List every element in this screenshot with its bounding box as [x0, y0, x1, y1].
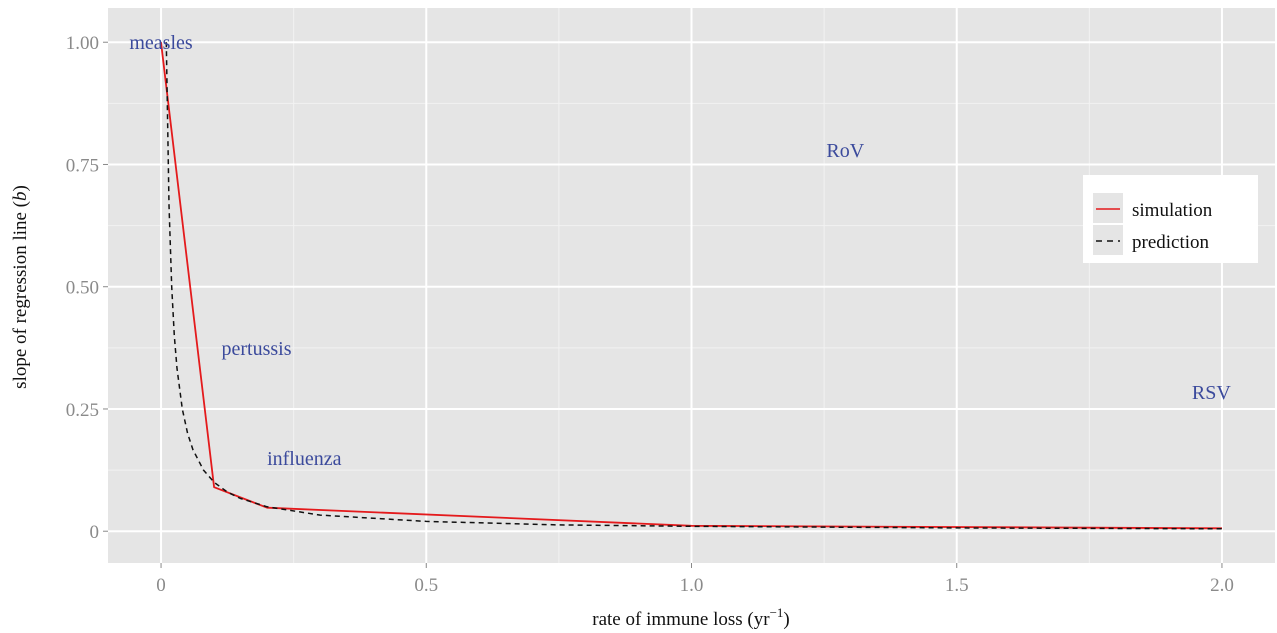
x-tick-label: 1.0	[680, 575, 704, 596]
y-tick-label: 0.75	[66, 155, 99, 176]
legend-key-simulation	[1093, 193, 1123, 223]
major-grid	[108, 8, 1275, 563]
x-axis-ticks: 0 0.5 1.0 1.5 2.0	[156, 563, 1234, 596]
annotation-pertussis: pertussis	[222, 338, 292, 360]
x-axis-title-superscript: −1	[770, 605, 784, 620]
x-axis-title-end: )	[783, 609, 789, 630]
y-axis-title: slope of regression line (b)	[10, 185, 31, 389]
y-tick-label: 0.25	[66, 400, 99, 421]
y-tick-label: 0	[90, 522, 100, 543]
x-tick-label: 0.5	[414, 575, 438, 596]
y-axis-title-italic: b	[10, 191, 31, 201]
x-tick-label: 0	[156, 575, 166, 596]
x-axis-title: rate of immune loss (yr−1)	[592, 605, 789, 630]
legend-key-prediction	[1093, 225, 1123, 255]
y-tick-label: 1.00	[66, 33, 99, 54]
annotations: measles pertussis influenza RoV RSV	[129, 32, 1231, 470]
y-axis-ticks: 0 0.25 0.50 0.75 1.00	[66, 33, 108, 543]
legend: simulation prediction	[1083, 175, 1258, 263]
annotation-measles: measles	[129, 32, 193, 54]
annotation-influenza: influenza	[267, 448, 342, 470]
legend-label-prediction: prediction	[1132, 232, 1210, 253]
x-tick-label: 1.5	[945, 575, 969, 596]
y-axis-title-end: )	[10, 185, 31, 191]
y-axis-title-text: slope of regression line (	[10, 201, 31, 389]
y-tick-label: 0.50	[66, 278, 99, 299]
series-layer	[160, 42, 1223, 530]
x-tick-label: 2.0	[1210, 575, 1234, 596]
annotation-RSV: RSV	[1192, 382, 1231, 404]
annotation-RoV: RoV	[826, 140, 864, 162]
legend-label-simulation: simulation	[1132, 200, 1213, 221]
x-axis-title-text: rate of immune loss (yr	[592, 609, 770, 630]
